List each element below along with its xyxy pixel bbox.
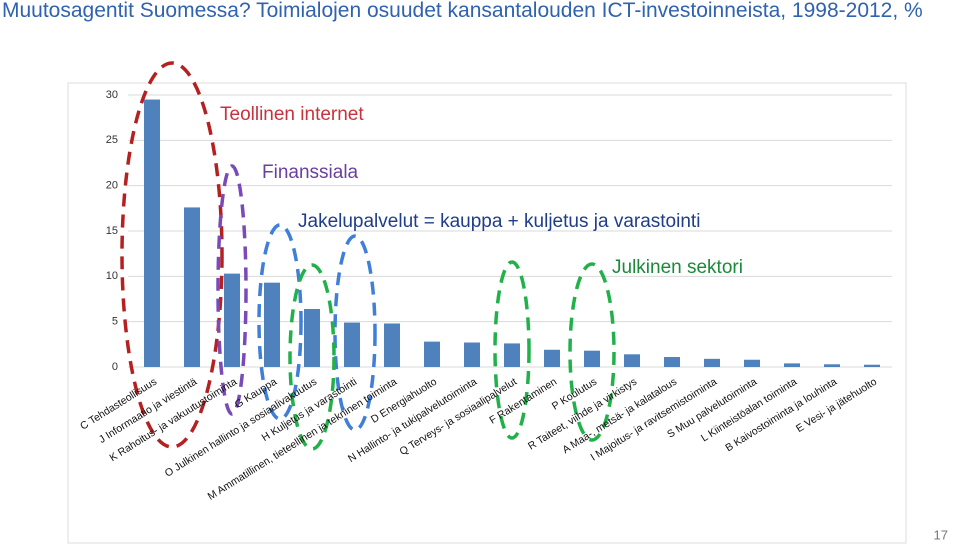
y-tick-label: 0 (112, 361, 118, 373)
y-tick-label: 20 (106, 180, 118, 192)
bar (344, 322, 360, 367)
bar (864, 364, 880, 367)
bar (144, 99, 160, 368)
annotation: Jakelupalvelut = kauppa + kuljetus ja va… (298, 211, 700, 232)
bar (824, 364, 840, 367)
highlights (120, 61, 616, 451)
bar (424, 341, 440, 367)
bar (464, 342, 480, 367)
bar (184, 207, 200, 367)
bar (264, 282, 280, 367)
highlight-red (120, 61, 224, 449)
highlight-blue (257, 223, 303, 421)
bar (304, 308, 320, 367)
highlight-purple (216, 164, 248, 416)
highlight-green (568, 262, 616, 442)
y-tick-label: 5 (112, 316, 118, 328)
y-tick-label: 25 (106, 134, 118, 146)
annotation: Finanssiala (262, 162, 359, 183)
bar (224, 273, 240, 367)
annotation: Julkinen sektori (612, 257, 743, 278)
y-tick-label: 15 (106, 225, 118, 237)
annotation: Teollinen internet (220, 104, 364, 125)
bar (584, 350, 600, 367)
y-tick-label: 10 (106, 270, 118, 282)
bar (624, 354, 640, 367)
highlight-green (493, 260, 531, 440)
y-tick-label: 30 (106, 89, 118, 101)
plot-frame (67, 82, 907, 544)
title: Muutosagentit Suomessa? Toimialojen osuu… (2, 0, 923, 22)
bar (664, 357, 680, 367)
bar (704, 358, 720, 367)
page-number: 17 (934, 527, 948, 542)
bar (784, 363, 800, 367)
bar (544, 349, 560, 367)
bar (504, 343, 520, 367)
highlight-green (288, 263, 336, 451)
bar (384, 323, 400, 367)
bar (744, 359, 760, 367)
highlight-blue (333, 234, 377, 432)
